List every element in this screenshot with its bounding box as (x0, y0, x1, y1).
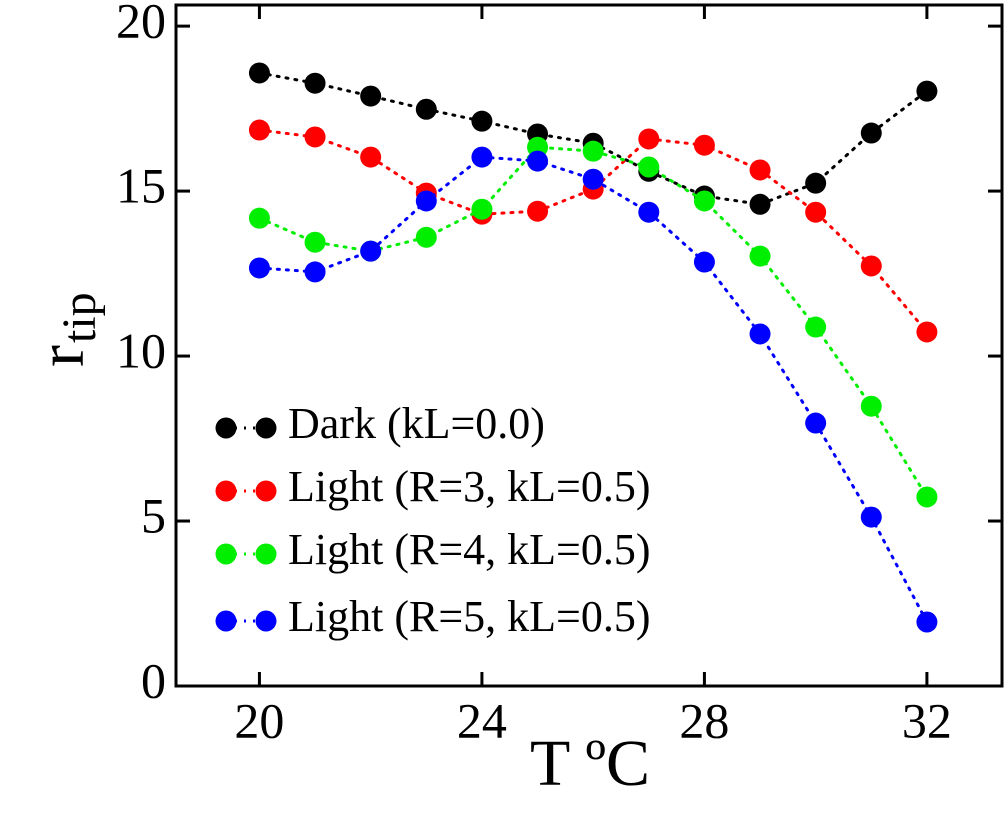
data-point (248, 119, 270, 141)
legend-label: Light (R=3, kL=0.5) (288, 462, 650, 511)
y-axis-label: r (25, 345, 98, 367)
data-point (360, 146, 382, 168)
data-point (916, 80, 938, 102)
data-point (638, 201, 660, 223)
data-point (860, 122, 882, 144)
y-axis-label-sub: tip (53, 292, 106, 343)
y-tick-label: 0 (141, 652, 166, 708)
x-tick-label: 32 (902, 692, 952, 748)
y-tick-label: 5 (141, 487, 166, 543)
y-tick-label: 20 (116, 0, 166, 49)
data-point (916, 611, 938, 633)
data-point (471, 198, 493, 220)
data-point (304, 231, 326, 253)
data-point (638, 128, 660, 150)
data-point (916, 486, 938, 508)
legend-label: Light (R=5, kL=0.5) (288, 592, 650, 641)
legend-marker (255, 417, 277, 439)
data-point (638, 156, 660, 178)
y-axis-label-group: r tip (25, 292, 106, 367)
data-point (415, 98, 437, 120)
data-point (248, 62, 270, 84)
data-point (582, 168, 604, 190)
plot-frame (174, 3, 1004, 688)
data-point (805, 412, 827, 434)
x-tick-label: 24 (457, 692, 507, 748)
data-point (527, 200, 549, 222)
x-axis-label: T ºC (530, 727, 650, 800)
data-point (693, 251, 715, 273)
x-tick-label: 28 (679, 692, 729, 748)
data-point (304, 72, 326, 94)
y-tick-label: 10 (116, 323, 166, 379)
data-point (471, 146, 493, 168)
data-point (693, 134, 715, 156)
legend-label: Light (R=4, kL=0.5) (288, 525, 650, 574)
data-point (471, 110, 493, 132)
data-point (693, 190, 715, 212)
data-point (248, 257, 270, 279)
legend-marker (215, 417, 237, 439)
data-point (304, 261, 326, 283)
data-point (415, 190, 437, 212)
data-point (916, 321, 938, 343)
y-tick-label: 15 (116, 158, 166, 214)
data-point (582, 140, 604, 162)
x-tick-label: 20 (234, 692, 284, 748)
data-point (805, 316, 827, 338)
data-point (805, 201, 827, 223)
data-point (860, 506, 882, 528)
legend-marker (215, 543, 237, 565)
data-point (805, 172, 827, 194)
data-point (248, 207, 270, 229)
data-point (360, 240, 382, 262)
data-point (860, 395, 882, 417)
data-point (749, 193, 771, 215)
legend-marker (215, 480, 237, 502)
legend-marker (255, 543, 277, 565)
legend-label: Dark (kL=0.0) (288, 399, 545, 448)
data-point (749, 159, 771, 181)
data-point (860, 255, 882, 277)
data-point (749, 323, 771, 345)
legend-marker (255, 610, 277, 632)
legend-marker (215, 610, 237, 632)
data-point (304, 126, 326, 148)
data-point (749, 245, 771, 267)
data-point (527, 150, 549, 172)
data-point (415, 226, 437, 248)
legend-marker (255, 480, 277, 502)
data-point (360, 85, 382, 107)
